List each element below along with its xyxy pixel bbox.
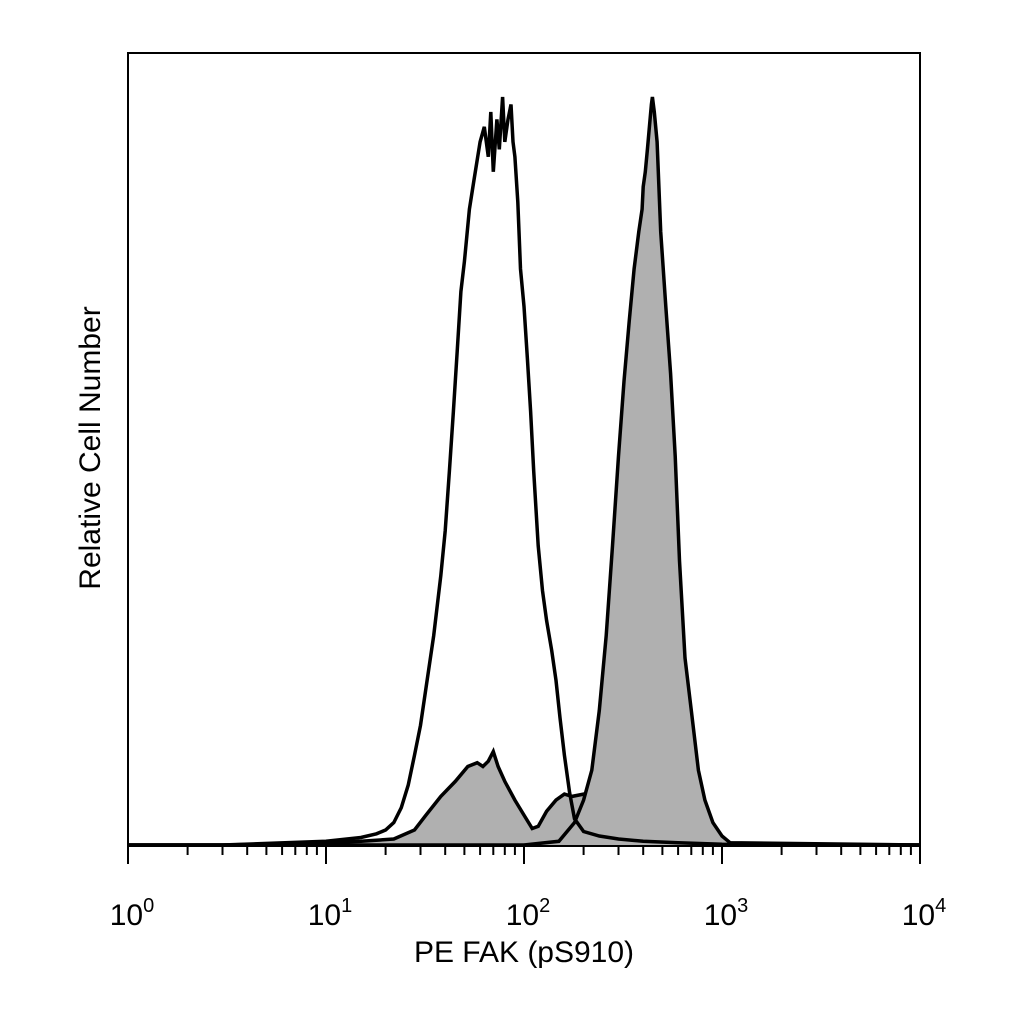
series-0-fill: [128, 751, 920, 845]
x-axis-label: PE FAK (pS910): [414, 936, 634, 969]
x-tick-label-exponent: 0: [143, 895, 154, 917]
x-tick-label-base: 10: [902, 899, 935, 932]
y-axis-label: Relative Cell Number: [74, 306, 107, 589]
x-tick-label-exponent: 1: [341, 895, 352, 917]
x-tick-label-base: 10: [110, 899, 143, 932]
x-tick-label-base: 10: [704, 899, 737, 932]
x-tick-label-0: 100: [110, 895, 155, 932]
x-axis-ticks: [127, 846, 921, 864]
x-axis-tick-labels: 100 101 102 103 104: [110, 895, 947, 932]
x-tick-label-2: 102: [506, 895, 551, 932]
x-tick-label-exponent: 3: [737, 895, 748, 917]
plot-frame: [127, 52, 921, 847]
x-tick-label-exponent: 2: [539, 895, 550, 917]
series-1-line: [128, 96, 921, 847]
x-tick-label-base: 10: [308, 899, 341, 932]
x-tick-label-1: 101: [308, 895, 353, 932]
series-1-fill: [128, 97, 920, 845]
series-2-line: [128, 96, 921, 847]
x-tick-label-4: 104: [902, 895, 947, 932]
x-tick-label-3: 103: [704, 895, 749, 932]
x-tick-label-exponent: 4: [935, 895, 946, 917]
x-tick-label-base: 10: [506, 899, 539, 932]
plot-area: [128, 96, 921, 847]
